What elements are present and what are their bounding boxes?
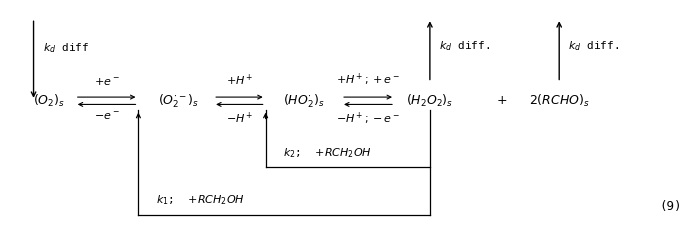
Text: $+e^-$: $+e^-$ <box>94 77 120 88</box>
Text: $k_d$ diff: $k_d$ diff <box>43 41 89 55</box>
Text: $2(RCHO)_s$: $2(RCHO)_s$ <box>528 93 590 109</box>
Text: $(H_2O_2)_s$: $(H_2O_2)_s$ <box>406 93 454 109</box>
Text: $-e^-$: $-e^-$ <box>94 111 120 122</box>
Text: $(O_2)_s$: $(O_2)_s$ <box>33 93 65 109</box>
Text: $(O_2^{\cdot-})_s$: $(O_2^{\cdot-})_s$ <box>158 92 199 109</box>
Text: $k_d$ diff.: $k_d$ diff. <box>568 39 619 53</box>
Text: $+H^+;+e^-$: $+H^+;+e^-$ <box>336 72 401 88</box>
Text: $k_d$ diff.: $k_d$ diff. <box>439 39 490 53</box>
Text: $+$: $+$ <box>496 94 507 107</box>
Text: $-H^+;-e^-$: $-H^+;-e^-$ <box>336 111 401 127</box>
Text: $k_2$;  $+RCH_2OH$: $k_2$; $+RCH_2OH$ <box>283 147 372 160</box>
Text: (9): (9) <box>659 200 682 213</box>
Text: $(HO_2^{\cdot})_s$: $(HO_2^{\cdot})_s$ <box>283 92 325 109</box>
Text: $+H^+$: $+H^+$ <box>226 73 253 88</box>
Text: $k_1$;  $+RCH_2OH$: $k_1$; $+RCH_2OH$ <box>156 194 245 207</box>
Text: $-H^+$: $-H^+$ <box>226 111 253 126</box>
